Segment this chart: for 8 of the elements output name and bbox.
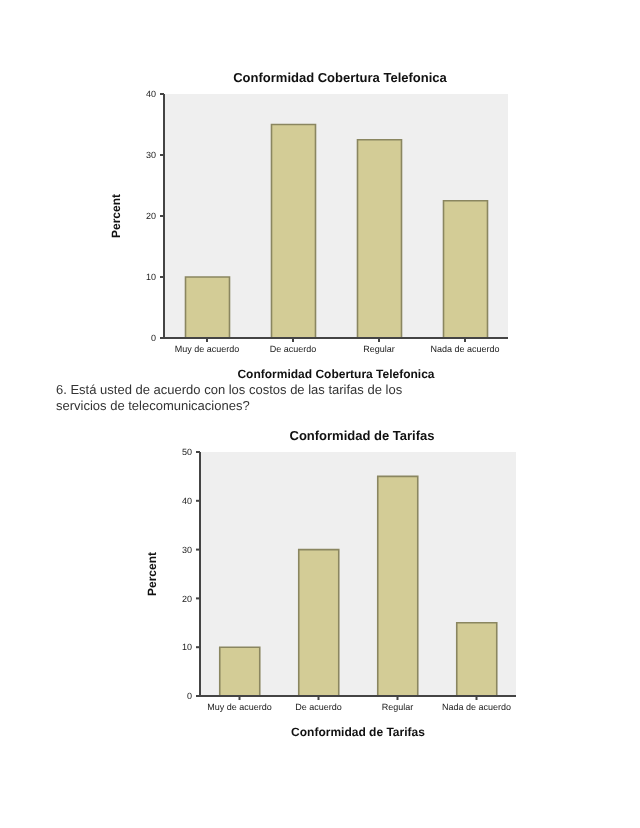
bar	[297, 548, 340, 696]
bar	[184, 276, 231, 338]
bar	[442, 199, 489, 338]
bar	[218, 646, 261, 696]
bar	[270, 123, 317, 338]
bar	[376, 475, 419, 696]
bar	[356, 138, 403, 338]
bar	[455, 621, 498, 696]
